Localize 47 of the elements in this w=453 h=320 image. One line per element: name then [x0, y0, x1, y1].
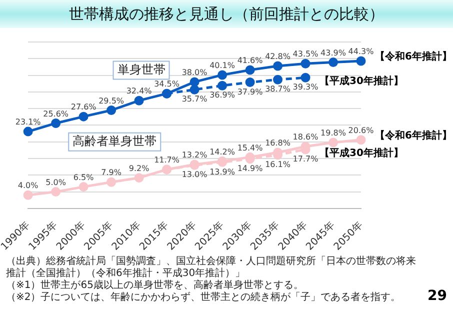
data-label: 29.5% [98, 96, 124, 106]
data-label: 20.6% [348, 126, 374, 135]
data-label: 43.5% [292, 50, 319, 59]
data-label: 25.6% [43, 109, 69, 118]
data-label: 43.9% [320, 48, 346, 58]
data-label: 16.1% [265, 160, 291, 169]
data-label: 7.9% [101, 168, 122, 178]
data-label: 38.0% [182, 68, 208, 78]
series-label: 【平成30年推計】 [320, 75, 404, 88]
series-label: 【令和6年推計】 [375, 129, 452, 142]
data-label: 11.7% [154, 156, 180, 165]
annotation: 単身世帯 [117, 62, 166, 76]
text: （※1）世帯主が65歳以上の単身世帯を、高齢者単身世帯とする。 [6, 280, 304, 292]
series-label: 【平成30年推計】 [320, 147, 404, 160]
data-label: 13.2% [182, 150, 208, 160]
data-label: 39.3% [292, 82, 319, 92]
data-label: 40.1% [210, 61, 236, 70]
text: 29 [428, 288, 447, 304]
data-label: 17.7% [292, 154, 319, 164]
data-label: 16.8% [265, 138, 291, 148]
data-label: 14.9% [237, 164, 264, 173]
annotation: 高齢者単身世帯 [72, 134, 157, 148]
chart-title: 世帯構成の推移と見通し（前回推計との比較） [0, 0, 453, 28]
data-label: 23.1% [15, 118, 42, 127]
data-label: 14.2% [210, 147, 236, 156]
data-label: 4.0% [18, 181, 39, 190]
data-label: 34.5% [154, 80, 180, 89]
data-label: 5.0% [46, 178, 66, 187]
data-label: 44.3% [348, 47, 374, 56]
data-label: 6.5% [73, 172, 94, 182]
data-label: 13.0% [182, 170, 208, 180]
data-label: 13.9% [210, 167, 236, 176]
data-label: 35.7% [182, 94, 208, 104]
data-label: 15.4% [237, 143, 264, 152]
data-label: 42.8% [265, 52, 291, 62]
data-label: 19.8% [320, 128, 346, 138]
data-label: 32.4% [126, 86, 152, 96]
series-label: 【令和6年推計】 [375, 50, 452, 63]
data-label: 37.9% [237, 87, 264, 96]
text: （※2）子については、年齢にかかわらず、世帯主との続き柄が「子」である者を指す。 [6, 292, 402, 304]
data-label: 38.7% [265, 84, 291, 94]
data-label: 9.2% [128, 164, 150, 173]
data-label: 36.9% [210, 90, 236, 100]
data-label: 27.6% [70, 102, 97, 112]
text: （出典）総務省統計局「国勢調査」、国立社会保障・人口問題研究所「日本の世帯数の将来推計（全国推計）（令和6年推計・平成30年推計）」 [6, 256, 417, 280]
data-label: 18.6% [292, 132, 319, 142]
data-label: 41.6% [237, 56, 264, 66]
